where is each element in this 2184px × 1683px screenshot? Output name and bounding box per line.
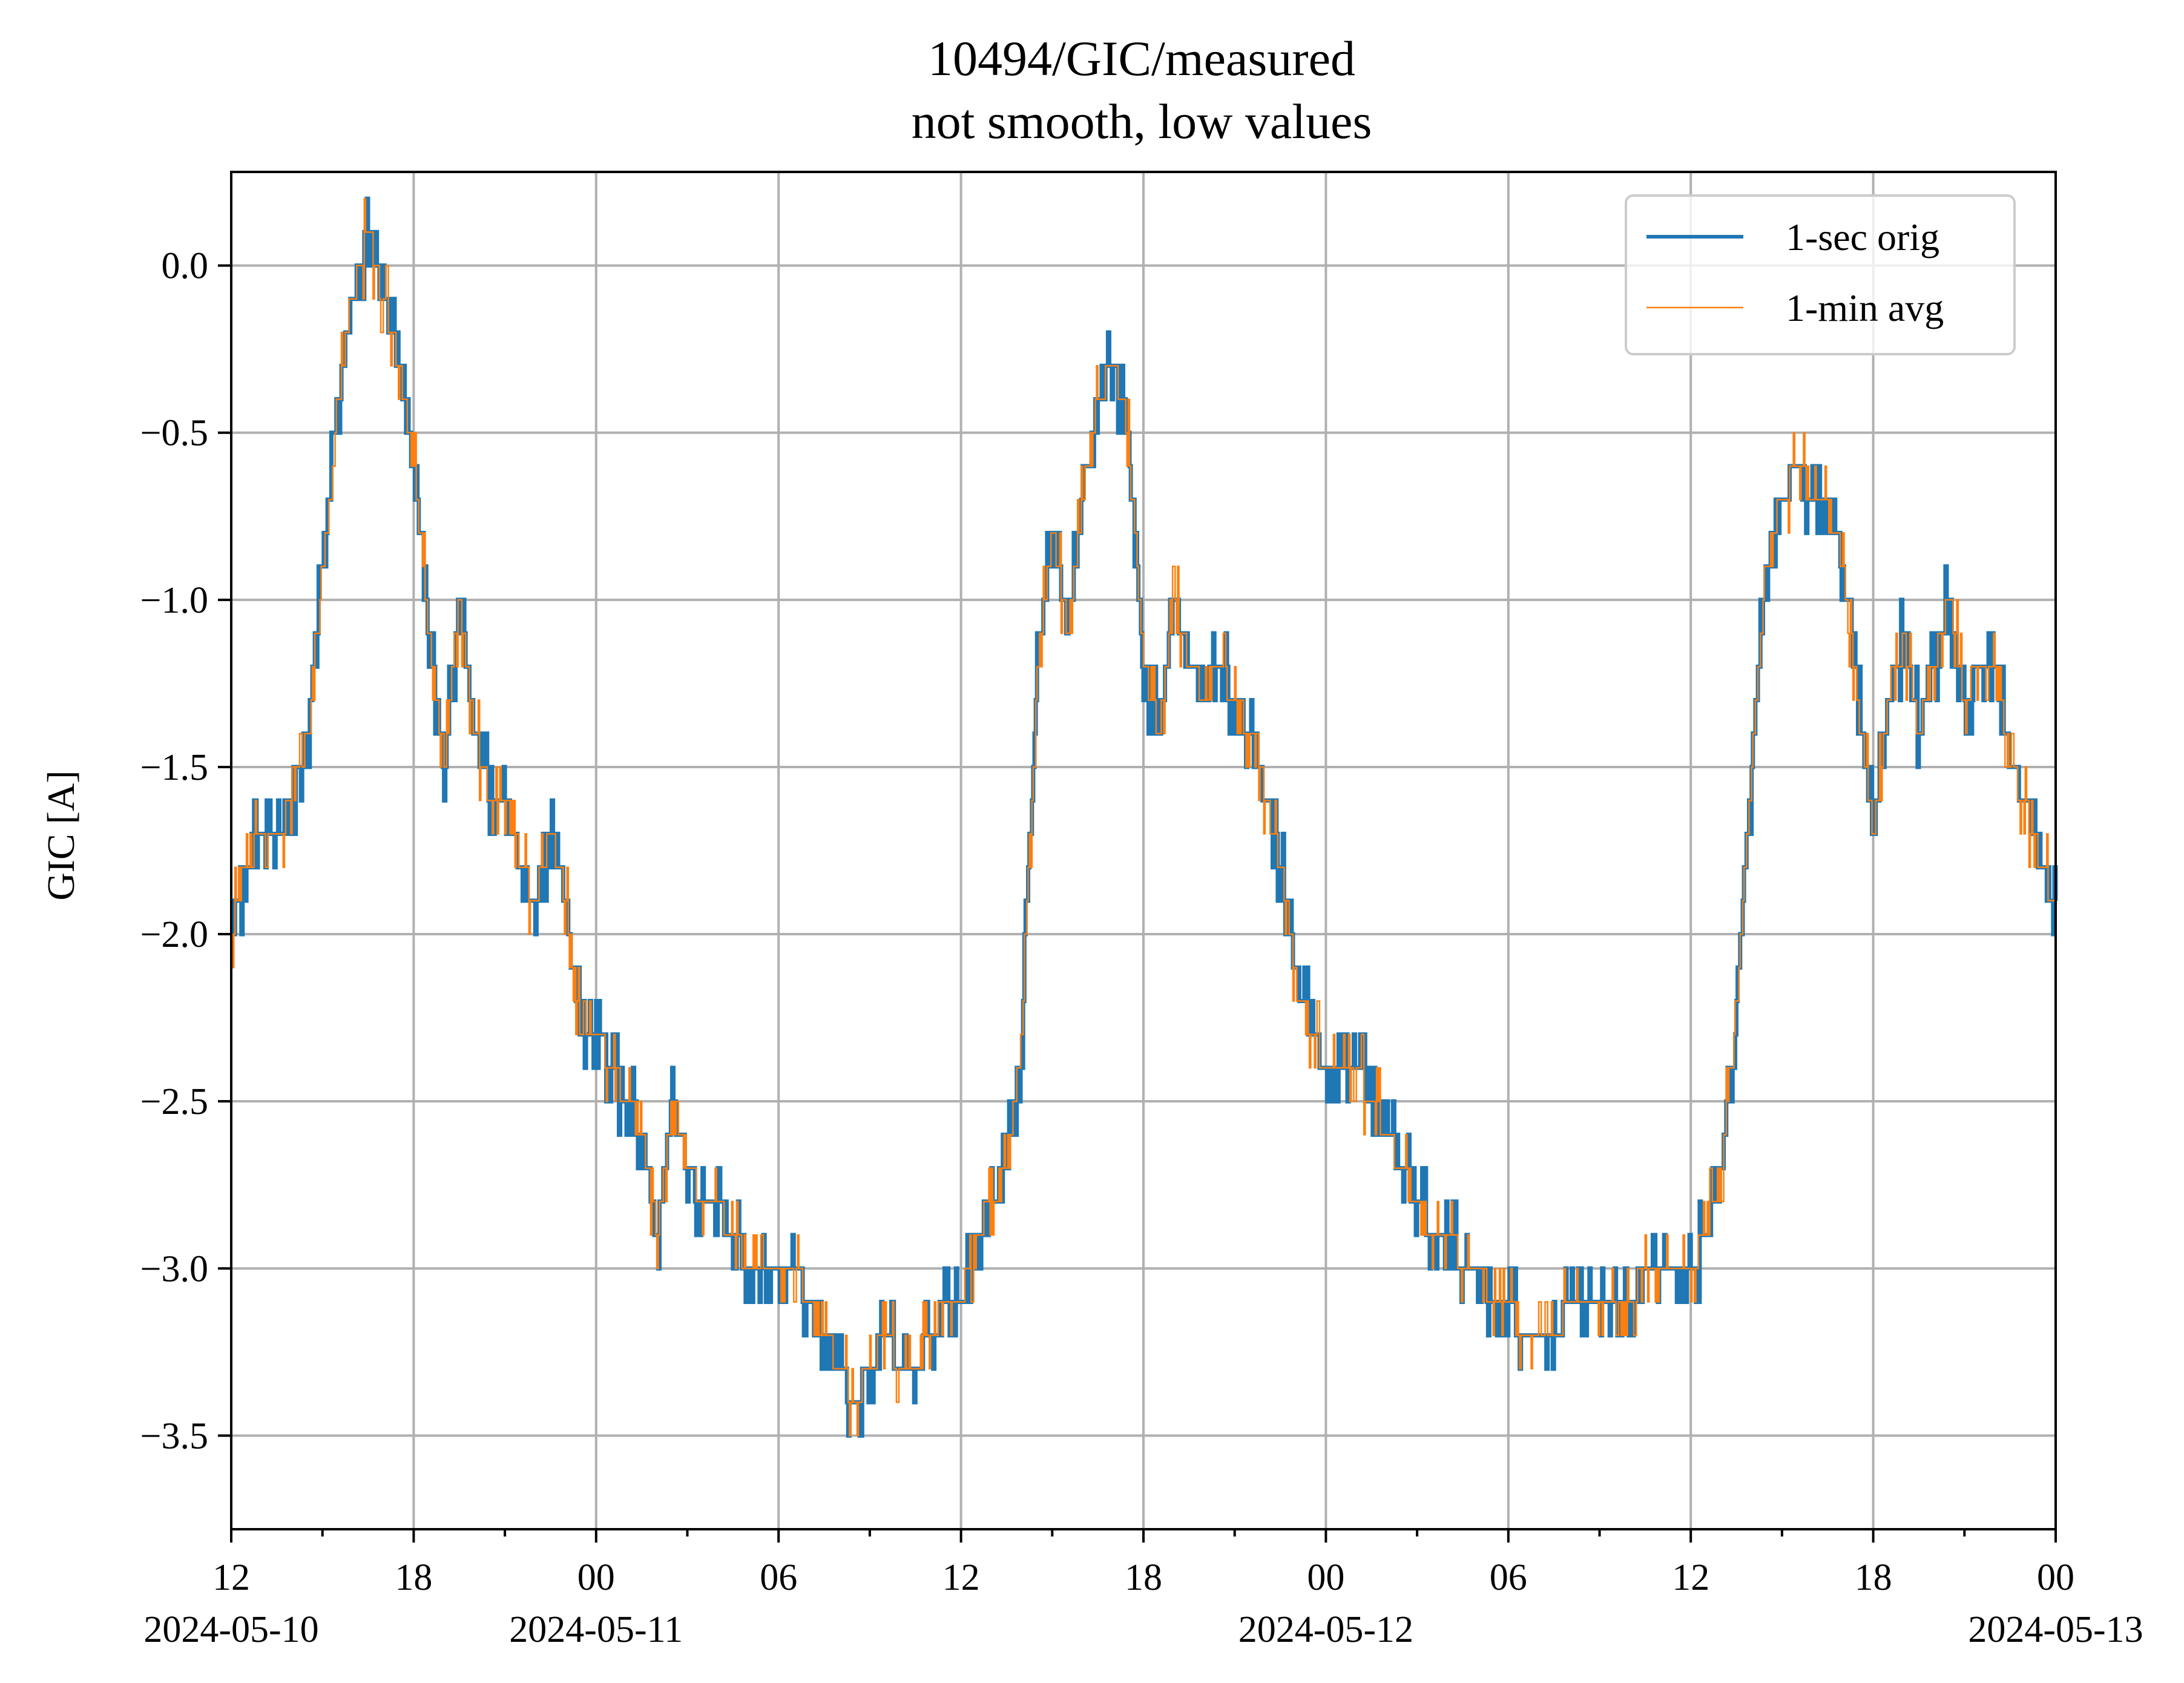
y-tick-label: −2.5 bbox=[140, 1081, 208, 1122]
legend-label-1-min-avg: 1-min avg bbox=[1786, 286, 1944, 329]
x-tick-label: 00 bbox=[577, 1557, 615, 1598]
x-tick-label: 00 bbox=[1307, 1557, 1344, 1598]
x-tick-label: 12 bbox=[942, 1557, 980, 1598]
y-tick-label: −0.5 bbox=[140, 413, 208, 454]
y-tick-label: −1.0 bbox=[140, 580, 208, 621]
y-tick-label: 0.0 bbox=[162, 246, 209, 287]
x-tick-label: 12 bbox=[212, 1557, 250, 1598]
chart-title: 10494/GIC/measured bbox=[928, 31, 1355, 86]
y-tick-label: −3.5 bbox=[140, 1415, 208, 1457]
x-tick-label: 06 bbox=[760, 1557, 797, 1598]
axes: 12 2024-05-10 18 00 2024-05-11 06 12 18 00 2024-0… bbox=[140, 171, 2143, 1650]
x-tick-label: 18 bbox=[1125, 1557, 1162, 1598]
x-date-label: 2024-05-10 bbox=[143, 1609, 318, 1650]
chart-subtitle: not smooth, low values bbox=[912, 94, 1372, 149]
y-tick-label: −1.5 bbox=[140, 747, 208, 788]
x-date-label: 2024-05-13 bbox=[1968, 1609, 2143, 1650]
x-tick-label: 18 bbox=[395, 1557, 432, 1598]
x-tick-label: 06 bbox=[1490, 1557, 1527, 1598]
plot-series bbox=[230, 196, 2058, 1438]
y-tick-label: −3.0 bbox=[140, 1248, 208, 1289]
x-tick-label: 00 bbox=[2037, 1557, 2074, 1598]
y-axis-label: GIC [A] bbox=[39, 770, 82, 900]
series-line-1-min-avg bbox=[231, 197, 2056, 1437]
legend-label-1-sec-orig: 1-sec orig bbox=[1786, 216, 1939, 259]
x-date-label: 2024-05-12 bbox=[1238, 1609, 1413, 1650]
x-tick-label: 12 bbox=[1672, 1557, 1709, 1598]
x-date-label: 2024-05-11 bbox=[509, 1609, 683, 1650]
x-tick-label: 18 bbox=[1855, 1557, 1892, 1598]
y-tick-label: −2.0 bbox=[140, 914, 208, 955]
legend: 1-sec orig 1-min avg bbox=[1625, 194, 2016, 355]
